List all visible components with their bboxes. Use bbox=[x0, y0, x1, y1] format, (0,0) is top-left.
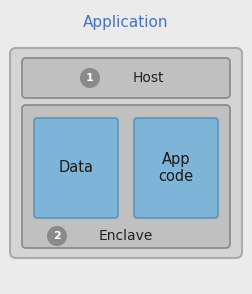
Text: Data: Data bbox=[58, 161, 93, 176]
Text: Enclave: Enclave bbox=[99, 229, 153, 243]
FancyBboxPatch shape bbox=[34, 118, 118, 218]
Text: Application: Application bbox=[83, 14, 169, 29]
Circle shape bbox=[47, 226, 67, 246]
FancyBboxPatch shape bbox=[22, 58, 230, 98]
Text: App
code: App code bbox=[159, 152, 194, 184]
Text: 2: 2 bbox=[53, 231, 61, 241]
Circle shape bbox=[80, 68, 100, 88]
FancyBboxPatch shape bbox=[22, 105, 230, 248]
FancyBboxPatch shape bbox=[134, 118, 218, 218]
Text: Host: Host bbox=[132, 71, 164, 85]
Text: 1: 1 bbox=[86, 73, 94, 83]
FancyBboxPatch shape bbox=[10, 48, 242, 258]
